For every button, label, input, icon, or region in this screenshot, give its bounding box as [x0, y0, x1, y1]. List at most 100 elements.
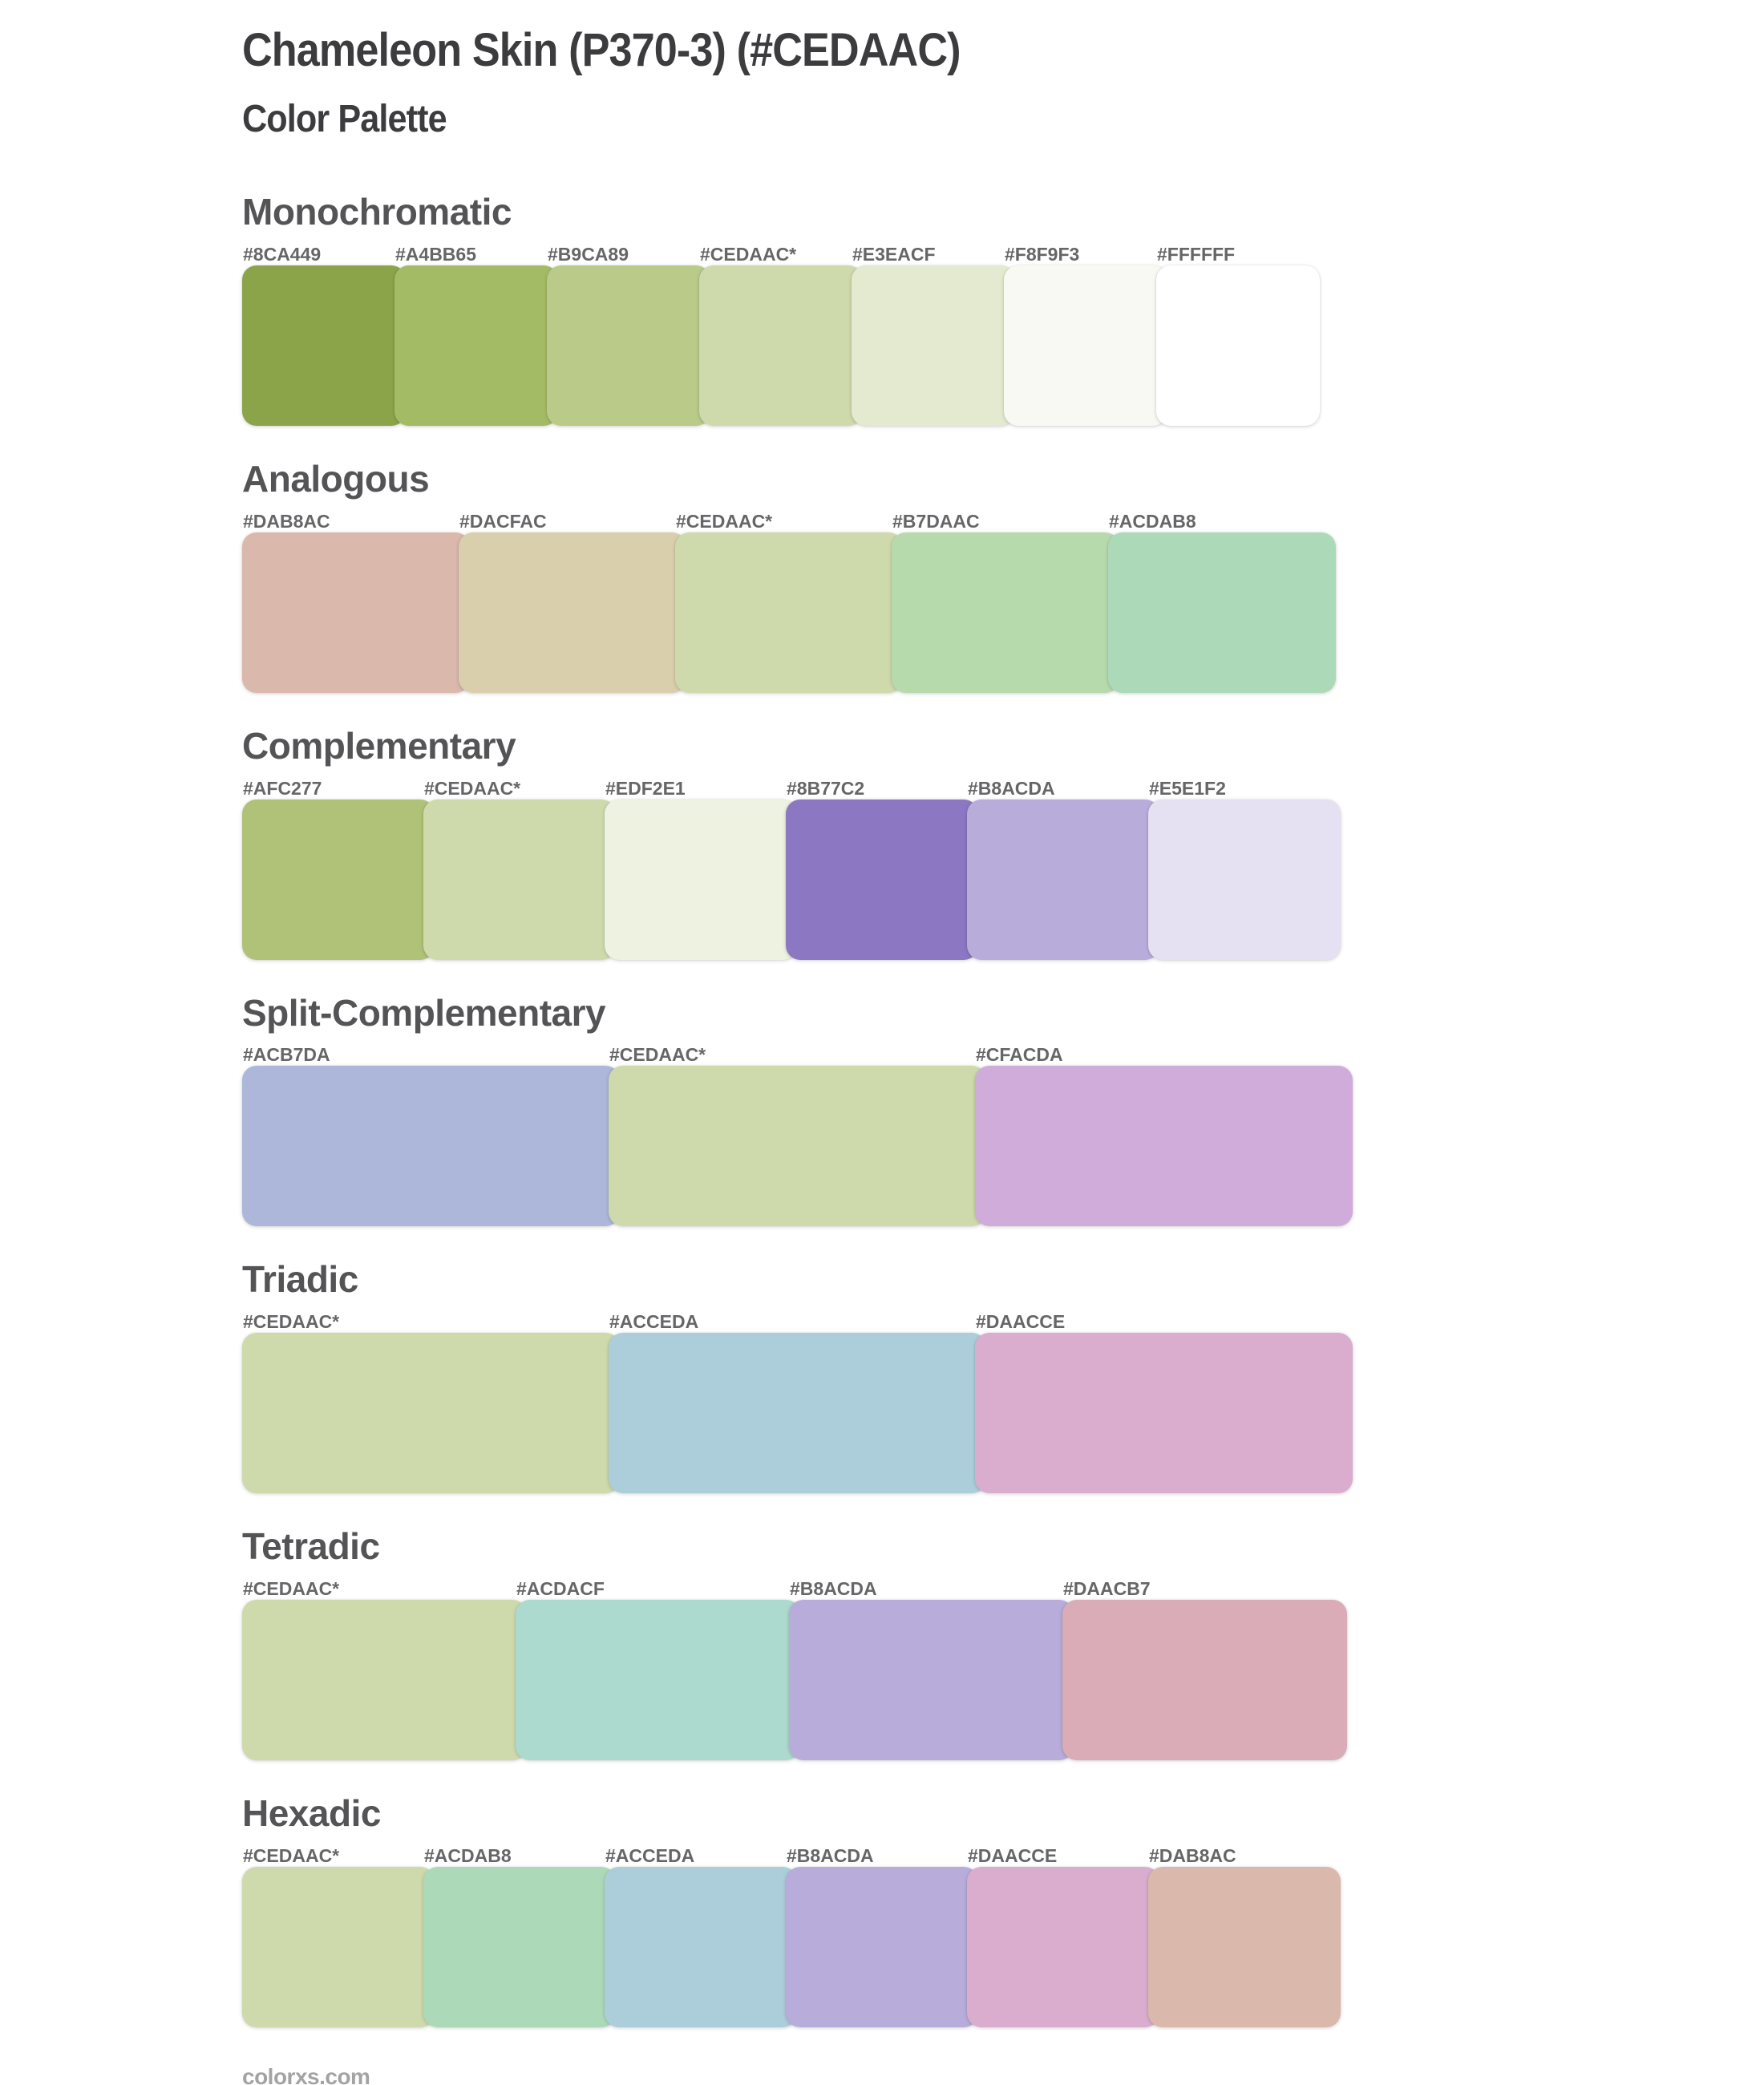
color-swatch[interactable] [975, 1333, 1353, 1494]
color-swatch[interactable] [242, 799, 435, 960]
swatch-hex-label: #ACDAB8 [1109, 510, 1196, 532]
swatch-hex-label: #DACFAC [459, 510, 547, 532]
swatch-column: #ACCEDA [605, 1844, 797, 2028]
color-swatch[interactable] [459, 532, 686, 693]
swatch-column: #B8ACDA [789, 1577, 1074, 1761]
swatch-hex-label: #8CA449 [243, 243, 322, 265]
swatch-column: #F8F9F3 [1004, 243, 1167, 426]
swatch-hex-label: #B8ACDA [968, 777, 1055, 799]
color-swatch[interactable] [786, 799, 978, 960]
color-swatch[interactable] [1108, 532, 1336, 693]
palette-row: #8CA449 #A4BB65 #B9CA89 #CEDAAC* #E3EACF #F8F… [242, 243, 1764, 426]
swatch-hex-label: #AFC277 [243, 777, 322, 799]
swatch-column: #CEDAAC* [242, 1577, 527, 1761]
swatch-hex-label: #DAACCE [968, 1845, 1058, 1867]
swatch-column: #ACDAB8 [1108, 510, 1336, 693]
swatch-column: #EDF2E1 [605, 777, 797, 960]
color-swatch[interactable] [242, 1066, 620, 1227]
color-swatch[interactable] [852, 265, 1015, 426]
color-swatch[interactable] [242, 1600, 527, 1761]
palette-row: #ACB7DA #CEDAAC* #CFACDA [242, 1043, 1764, 1227]
swatch-column: #ACCEDA [609, 1310, 986, 1494]
page-title-text: Chameleon Skin (P370-3) (#CEDAAC) [242, 24, 961, 76]
swatch-column: #DAACB7 [1062, 1577, 1347, 1761]
swatch-column: #E3EACF [852, 243, 1015, 426]
swatch-hex-label: #ACDAB8 [424, 1845, 512, 1867]
palette-row: #CEDAAC* #ACDACF #B8ACDA #DAACB7 [242, 1577, 1764, 1761]
footer-link[interactable]: colorxs.com [242, 2064, 370, 2085]
section-heading: Complementary [242, 724, 516, 767]
color-swatch[interactable] [786, 1867, 978, 2028]
palette-row: #CEDAAC* #ACCEDA #DAACCE [242, 1310, 1764, 1494]
color-swatch[interactable] [609, 1066, 986, 1227]
swatch-column: #ACDACF [516, 1577, 800, 1761]
section-heading: Hexadic [242, 1792, 381, 1835]
swatch-hex-label: #EDF2E1 [605, 777, 686, 799]
color-swatch[interactable] [675, 532, 903, 693]
page-subtitle-text: Color Palette [242, 97, 447, 140]
palette-section-hexadic: Hexadic #CEDAAC* #ACDAB8 #ACCEDA #B8ACDA #DAA… [242, 1792, 1764, 2028]
section-heading: Monochromatic [242, 190, 512, 233]
swatch-hex-label: #8B77C2 [787, 777, 865, 799]
swatch-hex-label: #CEDAAC* [243, 1845, 340, 1867]
swatch-hex-label: #E3EACF [852, 243, 936, 265]
swatch-hex-label: #A4BB65 [395, 243, 476, 265]
color-swatch[interactable] [975, 1066, 1353, 1227]
color-swatch[interactable] [242, 265, 406, 426]
color-swatch[interactable] [699, 265, 863, 426]
swatch-hex-label: #DAACCE [976, 1311, 1066, 1333]
swatch-hex-label: #CFACDA [976, 1044, 1063, 1066]
swatch-hex-label: #CEDAAC* [609, 1044, 706, 1066]
color-swatch[interactable] [605, 799, 797, 960]
swatch-hex-label: #ACDACF [516, 1578, 605, 1600]
color-swatch[interactable] [967, 799, 1159, 960]
section-heading: Split-Complementary [242, 991, 606, 1034]
palette-row: #CEDAAC* #ACDAB8 #ACCEDA #B8ACDA #DAACCE #DAB… [242, 1844, 1764, 2028]
swatch-hex-label: #ACCEDA [605, 1845, 695, 1867]
swatch-hex-label: #E5E1F2 [1149, 777, 1226, 799]
color-swatch[interactable] [967, 1867, 1159, 2028]
color-swatch[interactable] [242, 1333, 620, 1494]
swatch-column: #CEDAAC* [609, 1043, 986, 1227]
color-swatch[interactable] [789, 1600, 1074, 1761]
color-swatch[interactable] [242, 1867, 435, 2028]
color-swatch[interactable] [1156, 265, 1320, 426]
swatch-hex-label: #DAB8AC [243, 510, 330, 532]
swatch-column: #ACB7DA [242, 1043, 620, 1227]
page-title: Chameleon Skin (P370-3) (#CEDAAC) [242, 24, 1764, 78]
swatch-hex-label: #ACCEDA [609, 1311, 699, 1333]
swatch-hex-label: #B9CA89 [548, 243, 629, 265]
swatch-column: #CEDAAC* [699, 243, 863, 426]
color-swatch[interactable] [1062, 1600, 1347, 1761]
swatch-hex-label: #B7DAAC [892, 510, 980, 532]
palette-section-analogous: Analogous #DAB8AC #DACFAC #CEDAAC* #B7DAAC #A… [242, 458, 1764, 693]
section-heading: Tetradic [242, 1525, 380, 1568]
palette-section-monochromatic: Monochromatic #8CA449 #A4BB65 #B9CA89 #CEDAA… [242, 191, 1764, 426]
palette-section-tetradic: Tetradic #CEDAAC* #ACDACF #B8ACDA #DAACB7 [242, 1525, 1764, 1761]
swatch-column: #CEDAAC* [242, 1844, 435, 2028]
color-swatch[interactable] [892, 532, 1119, 693]
palette-section-complementary: Complementary #AFC277 #CEDAAC* #EDF2E1 #8B77… [242, 725, 1764, 960]
color-swatch[interactable] [423, 799, 616, 960]
swatch-hex-label: #ACB7DA [243, 1044, 330, 1066]
swatch-column: #CEDAAC* [423, 777, 616, 960]
swatch-column: #B8ACDA [786, 1844, 978, 2028]
swatch-column: #DAB8AC [1148, 1844, 1341, 2028]
color-swatch[interactable] [609, 1333, 986, 1494]
color-swatch[interactable] [1148, 799, 1341, 960]
color-swatch[interactable] [547, 265, 710, 426]
color-swatch[interactable] [423, 1867, 616, 2028]
swatch-column: #A4BB65 [394, 243, 558, 426]
color-swatch[interactable] [516, 1600, 800, 1761]
color-swatch[interactable] [1004, 265, 1167, 426]
swatch-column: #CEDAAC* [242, 1310, 620, 1494]
swatch-column: #DAB8AC [242, 510, 470, 693]
color-swatch[interactable] [605, 1867, 797, 2028]
color-swatch[interactable] [242, 532, 470, 693]
swatch-column: #DAACCE [967, 1844, 1159, 2028]
swatch-hex-label: #B8ACDA [790, 1578, 877, 1600]
swatch-hex-label: #CEDAAC* [424, 777, 521, 799]
palette-row: #AFC277 #CEDAAC* #EDF2E1 #8B77C2 #B8ACDA #E5E… [242, 777, 1764, 960]
color-swatch[interactable] [1148, 1867, 1341, 2028]
color-swatch[interactable] [394, 265, 558, 426]
